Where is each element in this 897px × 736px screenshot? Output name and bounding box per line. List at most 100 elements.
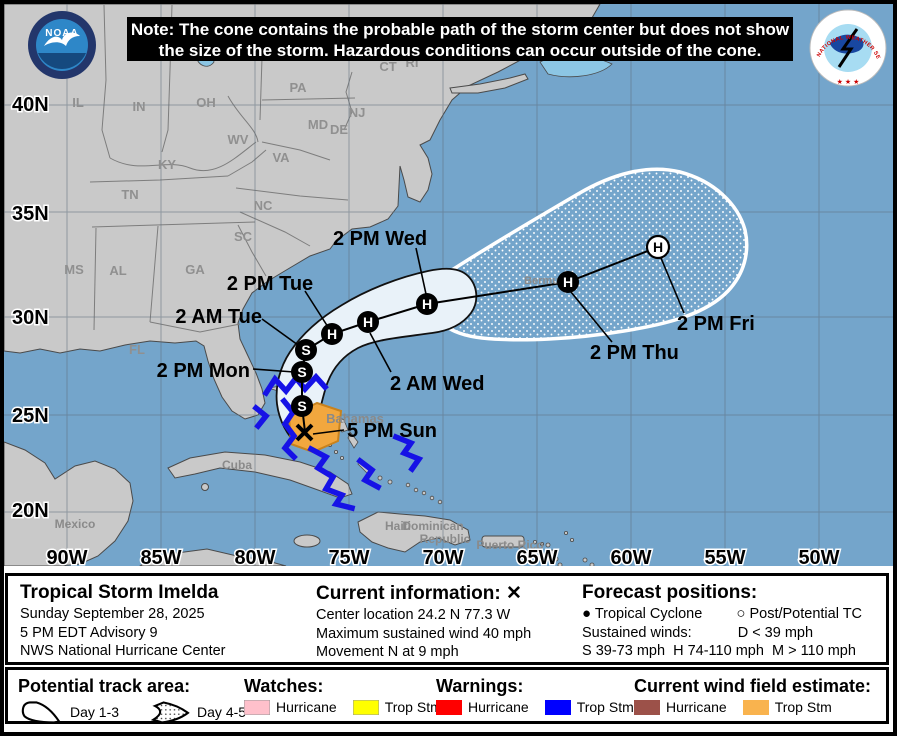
puerto-rico-island: [481, 535, 525, 548]
state-label: GA: [185, 262, 205, 277]
lon-label: 80W: [234, 547, 275, 566]
noaa-logo: NOAA: [28, 11, 96, 79]
info-panel: Tropical Storm Imelda Sunday September 2…: [5, 573, 889, 665]
legend-windfield: Current wind field estimate: Hurricane T…: [634, 674, 871, 715]
watches-title: Watches:: [244, 676, 324, 696]
nws-stars: ★ ★ ★: [837, 78, 860, 86]
day45-label: Day 4-5: [197, 704, 247, 720]
movement: Movement N at 9 mph: [316, 644, 459, 660]
svg-text:S: S: [297, 364, 306, 380]
isla-juventud: [201, 483, 209, 491]
lon-label: 55W: [704, 547, 745, 566]
warnings-title: Warnings:: [436, 676, 524, 696]
wind-class-h: H 74-110 mph: [673, 643, 764, 659]
noaa-logo-text: NOAA: [45, 28, 78, 39]
watch-hurricane-swatch: [244, 699, 270, 715]
lon-label: 65W: [516, 547, 557, 566]
state-label: TN: [121, 187, 138, 202]
wind-class-m: M > 110 mph: [771, 643, 856, 659]
svg-text:H: H: [563, 274, 573, 290]
track-area-title: Potential track area:: [18, 676, 191, 696]
svg-text:H: H: [363, 314, 373, 330]
legend-warnings: Warnings: Hurricane Trop Stm: [436, 674, 634, 715]
svg-text:S: S: [297, 398, 306, 414]
state-label: NJ: [349, 105, 366, 120]
forecast-positions: Forecast positions: ● Tropical Cyclone ○…: [582, 580, 862, 661]
state-label: FL: [129, 342, 145, 357]
track-label: 2 PM Thu: [590, 342, 679, 364]
state-label: NC: [254, 198, 273, 213]
storm-date: Sunday September 28, 2025: [20, 606, 205, 622]
track-label: 2 AM Tue: [175, 306, 262, 328]
place-label: Puerto Rico: [476, 538, 543, 552]
track-label: 2 PM Wed: [333, 228, 427, 250]
label-leader-lines: [252, 247, 685, 435]
lon-label: 60W: [610, 547, 651, 566]
state-label: DE: [330, 122, 348, 137]
lon-label: 75W: [328, 547, 369, 566]
state-label: PA: [289, 80, 307, 95]
storm-agency: NWS National Hurricane Center: [20, 643, 226, 659]
windfield-title: Current wind field estimate:: [634, 676, 872, 696]
map-area: Mexico Cuba Haiti Dominican Republic Pue…: [4, 4, 893, 566]
lat-label: 25N: [12, 405, 49, 427]
lon-label: 85W: [140, 547, 181, 566]
post-potential-circle-icon: ○: [736, 605, 746, 622]
watch-tropstm-swatch: [352, 699, 379, 715]
current-position-symbol: ✕: [506, 583, 522, 604]
wind-class-s: S 39-73 mph: [582, 643, 666, 659]
note-line-1: Note: The cone contains the probable pat…: [130, 20, 790, 39]
warning-hurricane-swatch: [436, 699, 462, 715]
storm-title: Tropical Storm Imelda: [20, 582, 219, 603]
forecast-markers: S S S H H H H: [291, 234, 671, 417]
place-label: Bahamas: [326, 411, 384, 426]
state-label: CT: [379, 59, 396, 74]
cone-day4-5: [442, 167, 749, 342]
warning-tropstm-label: Trop Stm: [576, 699, 634, 715]
track-label: 2 PM Mon: [157, 360, 250, 382]
track-labels: 5 PM Sun 2 PM Mon 2 AM Tue 2 PM Tue 2 AM…: [157, 228, 755, 442]
day13-label: Day 1-3: [70, 704, 120, 720]
windfield-tropstm-label: Trop Stm: [774, 699, 832, 715]
wind-class-d: D < 39 mph: [737, 624, 814, 641]
lat-label: 20N: [12, 500, 49, 522]
center-location: Center location 24.2 N 77.3 W: [316, 607, 511, 623]
watch-hurricane-label: Hurricane: [276, 699, 337, 715]
central-america: [139, 548, 287, 566]
track-label: 2 AM Wed: [390, 373, 484, 395]
current-position-x-marker: [295, 423, 314, 442]
lon-label: 70W: [422, 547, 463, 566]
windfield-hurricane-swatch: [634, 699, 660, 715]
current-information: Current information: ✕ Center location 2…: [316, 580, 531, 662]
lat-label: 35N: [12, 203, 49, 225]
warning-hurricane-label: Hurricane: [468, 699, 529, 715]
watch-tropstm-label: Trop Stm: [384, 699, 442, 715]
forecast-positions-title: Forecast positions:: [582, 582, 758, 603]
legend-watches: Watches: Hurricane Trop Stm: [244, 674, 442, 715]
map-svg: Mexico Cuba Haiti Dominican Republic Pue…: [4, 4, 893, 566]
track-label: 2 PM Fri: [677, 313, 755, 335]
sustained-winds-label: Sustained winds:: [582, 624, 692, 641]
windfield-tropstm-swatch: [742, 699, 769, 715]
tropical-cyclone-dot-icon: ●: [582, 605, 592, 622]
day13-cone-icon: [21, 701, 61, 724]
state-label: SC: [234, 229, 253, 244]
place-label: Republic: [420, 532, 471, 546]
max-wind: Maximum sustained wind 40 mph: [316, 625, 532, 642]
storm-advisory: 5 PM EDT Advisory 9: [20, 624, 158, 641]
day45-cone-icon: [150, 701, 190, 724]
mexico-yucatan: [4, 441, 134, 566]
marker-h-2pm-wed: H: [416, 293, 438, 315]
long-island: [449, 73, 529, 94]
state-label: WV: [228, 132, 249, 147]
marker-h-2pm-tue: H: [321, 323, 343, 345]
state-labels: IL IN OH PA CT RI NJ MD DE WV KY VA TN N…: [64, 55, 418, 357]
jamaica-island: [293, 534, 321, 548]
track-label: 5 PM Sun: [347, 420, 437, 442]
track-label: 2 PM Tue: [227, 273, 313, 295]
state-label: OH: [196, 95, 216, 110]
place-label: Mexico: [55, 517, 96, 531]
cuba-island: [167, 451, 353, 499]
marker-h-2pm-thu: H: [557, 271, 579, 293]
